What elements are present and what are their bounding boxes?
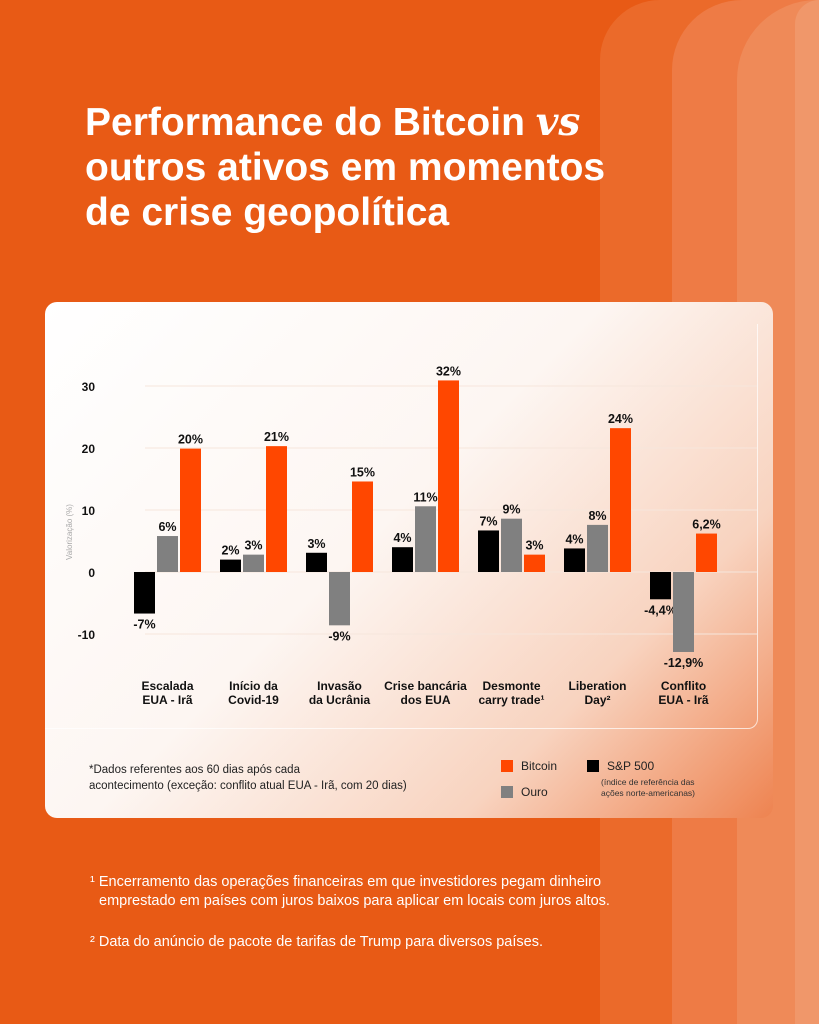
data-label: 4% [393, 531, 411, 545]
data-label: -12,9% [664, 656, 704, 670]
y-tick-label: 30 [82, 380, 96, 394]
data-label: 4% [565, 532, 583, 546]
bar-ouro [415, 506, 436, 572]
x-tick-label: da Ucrânia [309, 693, 371, 707]
chart-frame [45, 324, 758, 729]
bar-ouro [673, 572, 694, 652]
bar-ouro [157, 536, 178, 572]
legend-swatch [501, 786, 513, 798]
x-tick-label: carry trade¹ [478, 693, 544, 707]
bar-ouro [501, 518, 522, 572]
data-label: 20% [178, 433, 203, 447]
data-label: -7% [133, 618, 155, 632]
y-tick-label: 10 [82, 504, 96, 518]
bar-s-p-500 [650, 572, 671, 600]
bar-bitcoin [352, 481, 373, 572]
x-tick-label: Desmonte [482, 679, 540, 693]
title-line: outros ativos em momentos [85, 146, 606, 189]
data-note: *Dados referentes aos 60 dias após cada … [89, 762, 429, 794]
legend-label: S&P 500 [607, 759, 655, 773]
legend-sp500: S&P 500 [587, 759, 654, 773]
x-tick-label: EUA - Irã [142, 693, 193, 707]
data-label: 6% [158, 520, 176, 534]
footnote-line: emprestado em países com juros baixos pa… [99, 893, 610, 909]
data-label: 6,2% [692, 518, 721, 532]
bar-s-p-500 [564, 548, 585, 572]
y-tick-label: 20 [82, 442, 96, 456]
bar-bitcoin [438, 380, 459, 572]
bar-s-p-500 [306, 552, 327, 572]
bar-ouro [243, 554, 264, 572]
legend-bitcoin: Bitcoin [501, 759, 557, 773]
x-tick-label: Crise bancária [384, 679, 467, 693]
data-label: 32% [436, 364, 461, 378]
bar-s-p-500 [392, 547, 413, 572]
bar-ouro [329, 572, 350, 626]
data-label: 15% [350, 465, 375, 479]
footnote-1: ¹ Encerramento das operações financeiras… [90, 873, 610, 911]
legend-label: Bitcoin [521, 759, 558, 773]
decor-band [795, 0, 819, 1024]
x-tick-label: Invasão [317, 679, 362, 693]
x-tick-label: EUA - Irã [658, 693, 709, 707]
bar-chart: 30 20 10 0 -10 Valorização (%) -7% 6% 20% Escalad… [65, 364, 757, 707]
legend-sp500-description: (índice de referência das ações norte-am… [601, 777, 695, 799]
x-tick-label: Covid-19 [228, 693, 279, 707]
bar-ouro [587, 524, 608, 572]
x-tick-label: dos EUA [400, 693, 450, 707]
y-axis-label: Valorização (%) [65, 504, 74, 560]
legend-ouro: Ouro [501, 785, 548, 799]
footnote-line: ¹ Encerramento das operações financeiras… [90, 874, 602, 890]
legend-label: Ouro [521, 785, 548, 799]
x-tick-label: Início da [229, 679, 278, 693]
data-label: 21% [264, 430, 289, 444]
legend-sub-line: (índice de referência das [601, 777, 695, 787]
data-label: 3% [525, 539, 543, 553]
y-tick-label: -10 [78, 628, 96, 642]
bar-s-p-500 [478, 530, 499, 572]
data-label: 3% [307, 537, 325, 551]
x-tick-label: Escalada [141, 679, 193, 693]
data-label: 7% [479, 514, 497, 528]
bar-bitcoin [524, 554, 545, 572]
data-label: 8% [588, 509, 606, 523]
data-label: -9% [328, 629, 350, 643]
page-title: Performance do Bitcoin vs outros ativos … [85, 100, 685, 235]
note-line: *Dados referentes aos 60 dias após cada [89, 764, 300, 776]
data-label: -4,4% [644, 603, 677, 617]
note-line: acontecimento (exceção: conflito atual E… [89, 780, 407, 792]
legend-swatch [501, 760, 513, 772]
legend-swatch [587, 760, 599, 772]
legend-sub-line: ações norte-americanas) [601, 788, 696, 798]
x-tick-label: Day² [584, 693, 610, 707]
data-label: 2% [221, 544, 239, 558]
data-label: 9% [502, 503, 520, 517]
title-line: de crise geopolítica [85, 191, 450, 234]
bar-s-p-500 [134, 572, 155, 614]
x-tick-label: Conflito [661, 679, 706, 693]
x-tick-label: Liberation [568, 679, 626, 693]
bar-s-p-500 [220, 559, 241, 572]
bar-bitcoin [180, 448, 201, 572]
bar-bitcoin [610, 428, 631, 572]
bar-bitcoin [696, 533, 717, 572]
bar-bitcoin [266, 446, 287, 572]
title-line: Performance do Bitcoin [85, 101, 525, 144]
data-label: 3% [244, 539, 262, 553]
chart-card: 30 20 10 0 -10 Valorização (%) -7% 6% 20% Escalad… [45, 302, 773, 818]
footnote-2: ² Data do anúncio de pacote de tarifas d… [90, 934, 543, 950]
y-tick-label: 0 [88, 566, 95, 580]
title-vs: vs [535, 99, 581, 145]
data-label: 24% [608, 412, 633, 426]
data-label: 11% [413, 490, 437, 504]
